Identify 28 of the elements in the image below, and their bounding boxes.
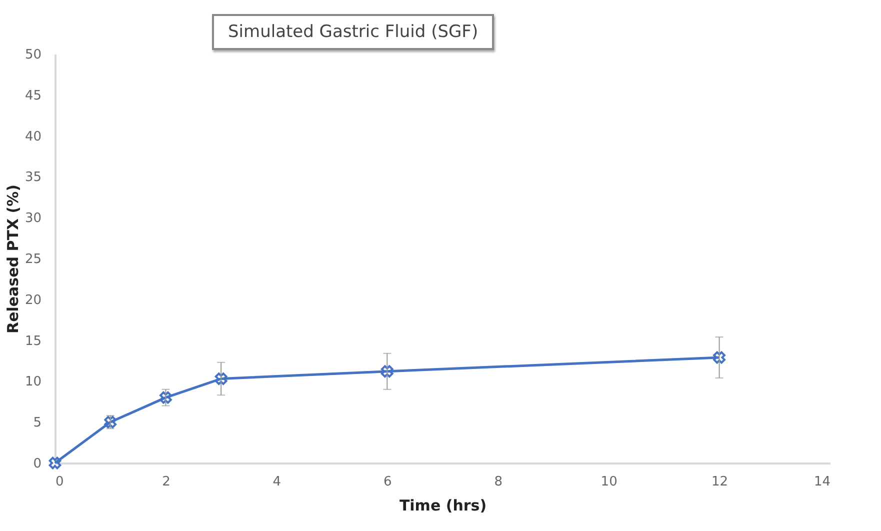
- x-tick-label: 4: [272, 474, 282, 490]
- y-tick-label: 5: [33, 416, 42, 431]
- x-tick-label: 8: [494, 474, 502, 490]
- x-tick-label: 12: [712, 474, 728, 490]
- y-tick-label: 30: [24, 211, 42, 226]
- y-tick-label: 20: [24, 292, 42, 308]
- x-tick-label: 2: [162, 474, 170, 490]
- y-tick-label: 10: [24, 374, 42, 390]
- point: [713, 351, 726, 364]
- x-tick-label: 0: [56, 474, 64, 490]
- y-tick-label: 25: [24, 252, 42, 267]
- x-tick-label: 10: [600, 474, 618, 490]
- y-tick-label: 50: [24, 48, 42, 62]
- x-tick-label: 14: [814, 474, 830, 490]
- y-axis-title: Released PTX (%): [4, 184, 22, 334]
- point: [104, 416, 117, 428]
- point: [48, 456, 62, 470]
- point: [214, 372, 228, 385]
- x-tick-label: 6: [384, 474, 392, 490]
- chart-title: Simulated Gastric Fluid (SGF): [212, 14, 494, 50]
- point: [380, 365, 394, 378]
- point: [160, 391, 172, 404]
- x-axis-title: Time (hrs): [399, 496, 487, 514]
- y-tick-label: 45: [24, 88, 42, 104]
- y-tick-label: 35: [24, 170, 42, 186]
- y-tick-label: 15: [24, 334, 42, 349]
- y-tick-label: 0: [33, 456, 42, 472]
- y-tick-label: 40: [24, 129, 42, 144]
